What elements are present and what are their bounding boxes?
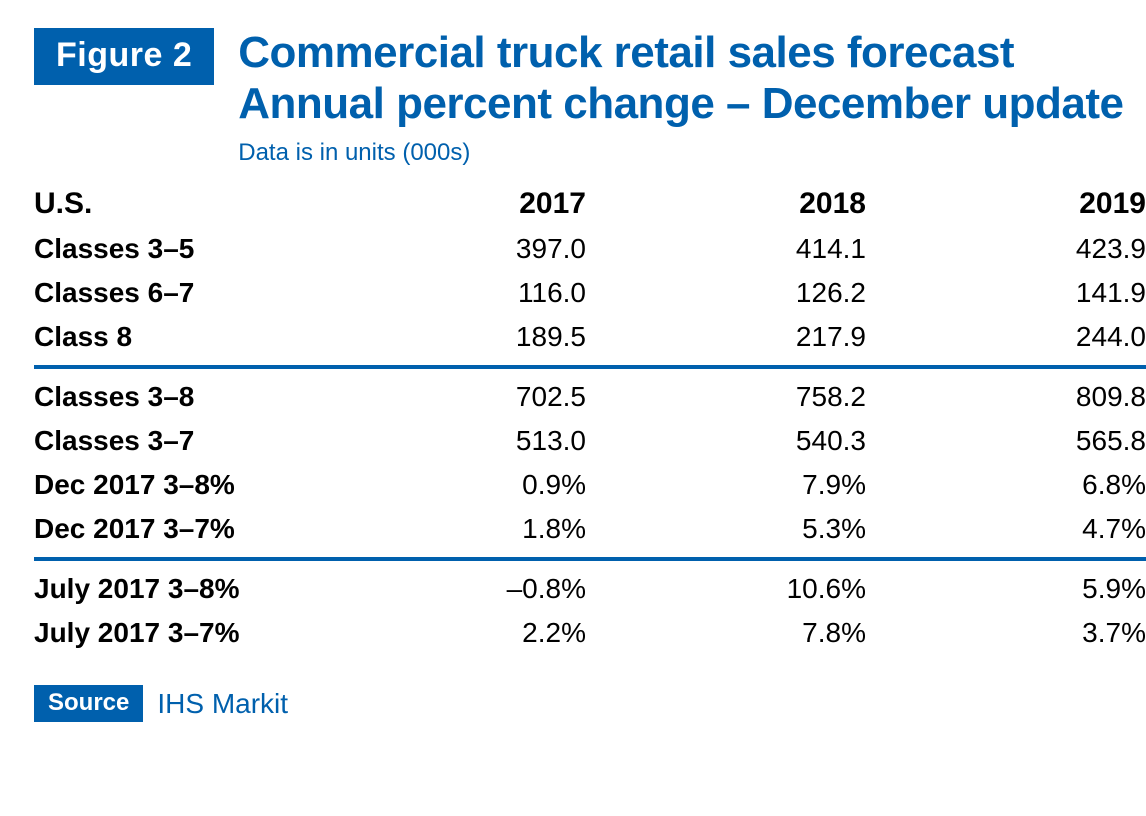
column-header: 2018 [594,181,874,227]
table-cell: 244.0 [874,315,1146,359]
table-cell: 397.0 [344,227,594,271]
table-cell: 809.8 [874,375,1146,419]
table-cell: 141.9 [874,271,1146,315]
figure-title-line1: Commercial truck retail sales forecast [238,28,1123,79]
table-cell: 10.6% [594,567,874,611]
table-cell: 7.8% [594,611,874,655]
source-badge: Source [34,685,143,722]
table-cell: 758.2 [594,375,874,419]
table-cell: 414.1 [594,227,874,271]
row-label: July 2017 3–7% [34,611,344,655]
table-cell: 0.9% [344,463,594,507]
section-divider [34,365,1146,369]
row-label: July 2017 3–8% [34,567,344,611]
data-table: U.S. 2017 2018 2019 Classes 3–5 397.0 41… [34,181,1134,655]
row-label: Class 8 [34,315,344,359]
row-label: Classes 3–5 [34,227,344,271]
table-cell: 116.0 [344,271,594,315]
source: Source IHS Markit [34,685,1126,722]
table-cell: 3.7% [874,611,1146,655]
table-cell: 540.3 [594,419,874,463]
table-cell: 4.7% [874,507,1146,551]
table-cell: –0.8% [344,567,594,611]
table-cell: 1.8% [344,507,594,551]
column-header: U.S. [34,181,344,227]
figure-badge: Figure 2 [34,28,214,85]
table-cell: 217.9 [594,315,874,359]
column-header: 2019 [874,181,1146,227]
row-label: Classes 3–8 [34,375,344,419]
table-cell: 5.3% [594,507,874,551]
source-text: IHS Markit [157,688,288,720]
figure-subtitle: Data is in units (000s) [238,139,1123,167]
table-cell: 126.2 [594,271,874,315]
row-label: Classes 6–7 [34,271,344,315]
table-cell: 423.9 [874,227,1146,271]
table-cell: 189.5 [344,315,594,359]
figure-header: Figure 2 Commercial truck retail sales f… [34,28,1126,177]
column-header: 2017 [344,181,594,227]
table-cell: 5.9% [874,567,1146,611]
figure-title-line2: Annual percent change – December update [238,79,1123,130]
table-cell: 513.0 [344,419,594,463]
table-cell: 6.8% [874,463,1146,507]
row-label: Dec 2017 3–7% [34,507,344,551]
row-label: Classes 3–7 [34,419,344,463]
table-cell: 7.9% [594,463,874,507]
row-label: Dec 2017 3–8% [34,463,344,507]
table-cell: 2.2% [344,611,594,655]
table-cell: 565.8 [874,419,1146,463]
table-cell: 702.5 [344,375,594,419]
section-divider [34,557,1146,561]
